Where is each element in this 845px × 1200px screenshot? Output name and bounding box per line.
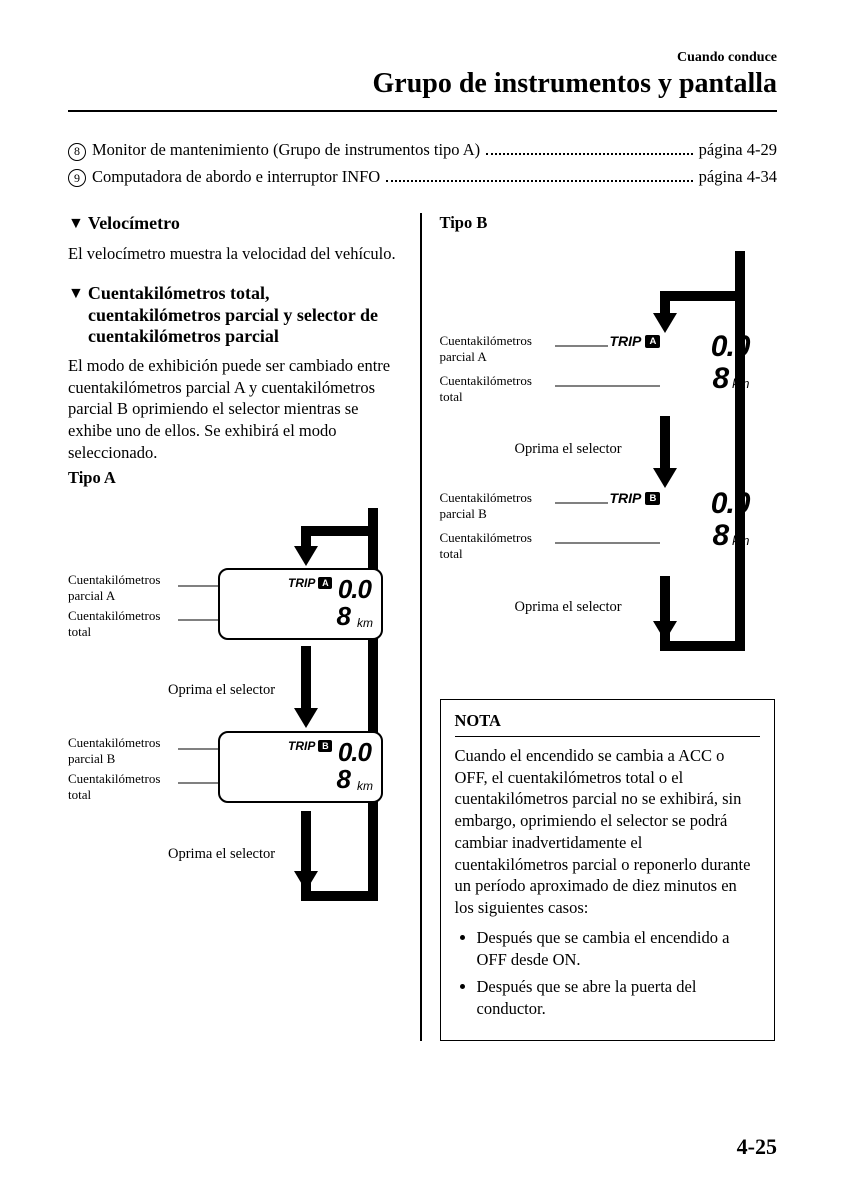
flat-display-a: TRIP A 0.0 8km bbox=[600, 333, 750, 396]
label-parcial-b: Cuentakilómetros parcial B bbox=[68, 735, 160, 768]
subheading-cuentakm: ▼ Cuentakilómetros total, bbox=[68, 283, 402, 305]
km-unit: km bbox=[357, 779, 373, 793]
badge-a-icon: A bbox=[645, 335, 660, 348]
leader-dots bbox=[486, 153, 692, 155]
trip-label: TRIP A bbox=[610, 333, 661, 349]
subheading-cuentakm-cont: cuentakilómetros parcial y selector de c… bbox=[68, 305, 402, 347]
label-parcial-a: Cuentakilómetros parcial A bbox=[440, 333, 532, 366]
nota-bullet: Después que se cambia el encendido a OFF… bbox=[477, 927, 760, 971]
trip-value: 0.0 bbox=[711, 333, 750, 362]
odometer-value: 8 bbox=[712, 519, 729, 552]
index-label: Monitor de mantenimiento (Grupo de instr… bbox=[92, 140, 480, 160]
index-page-ref: página 4-34 bbox=[699, 167, 777, 187]
label-total-b: Cuentakilómetros total bbox=[68, 771, 160, 804]
index-page-ref: página 4-29 bbox=[699, 140, 777, 160]
km-unit: km bbox=[732, 533, 749, 548]
label-parcial-a: Cuentakilómetros parcial A bbox=[68, 572, 160, 605]
odometer-row: 8km bbox=[600, 519, 750, 553]
index-label: Computadora de abordo e interruptor INFO bbox=[92, 167, 380, 187]
subheading-text: Velocímetro bbox=[88, 213, 180, 234]
subheading-text: Cuentakilómetros total, bbox=[88, 283, 270, 304]
circled-number-icon: 9 bbox=[68, 169, 86, 187]
subheading-text: cuentakilómetros parcial y selector de c… bbox=[88, 305, 402, 347]
label-total: Cuentakilómetros total bbox=[440, 530, 532, 563]
subheading-velocimetro: ▼ Velocímetro bbox=[68, 213, 402, 235]
badge-b-icon: B bbox=[645, 492, 660, 505]
circled-number-icon: 8 bbox=[68, 143, 86, 161]
nota-bullets: Después que se cambia el encendido a OFF… bbox=[477, 927, 760, 1020]
label-total-a: Cuentakilómetros total bbox=[68, 608, 160, 641]
header-rule bbox=[68, 110, 777, 112]
km-unit: km bbox=[732, 376, 749, 391]
press-selector-label: Oprima el selector bbox=[515, 599, 622, 616]
two-column-layout: ▼ Velocímetro El velocímetro muestra la … bbox=[68, 213, 777, 1041]
odometer-value: 8 bbox=[337, 764, 351, 795]
type-b-label: Tipo B bbox=[440, 213, 775, 233]
triangle-icon: ▼ bbox=[68, 283, 84, 305]
flat-display-b: TRIP B 0.0 8km bbox=[600, 490, 750, 553]
lcd-display-a: TRIP A 0.0 8 km bbox=[218, 568, 383, 640]
trip-label: TRIP B bbox=[288, 739, 332, 753]
diagram-type-a: TRIP A 0.0 8 km Cuentakilómetros parcial… bbox=[68, 496, 402, 966]
odometer-value: 8 bbox=[712, 362, 729, 395]
chapter-label: Cuando conduce bbox=[68, 50, 777, 66]
index-row: 8 Monitor de mantenimiento (Grupo de ins… bbox=[68, 140, 777, 161]
press-selector-label: Oprima el selector bbox=[515, 441, 622, 458]
nota-title: NOTA bbox=[455, 710, 760, 737]
badge-b-icon: B bbox=[318, 740, 332, 752]
type-a-label: Tipo A bbox=[68, 468, 402, 488]
label-total: Cuentakilómetros total bbox=[440, 373, 532, 406]
right-column: Tipo B bbox=[422, 213, 775, 1041]
left-column: ▼ Velocímetro El velocímetro muestra la … bbox=[68, 213, 420, 1041]
nota-body: Cuando el encendido se cambia a ACC o OF… bbox=[455, 745, 760, 919]
odometer-row: 8km bbox=[600, 362, 750, 396]
page-number: 4-25 bbox=[737, 1134, 777, 1160]
press-selector-label: Oprima el selector bbox=[168, 846, 275, 863]
trip-text: TRIP bbox=[288, 576, 315, 590]
page-title: Grupo de instrumentos y pantalla bbox=[68, 68, 777, 100]
lcd-display-b: TRIP B 0.0 8 km bbox=[218, 731, 383, 803]
trip-label: TRIP A bbox=[288, 576, 332, 590]
index-row: 9 Computadora de abordo e interruptor IN… bbox=[68, 167, 777, 188]
page-header: Cuando conduce Grupo de instrumentos y p… bbox=[68, 50, 777, 100]
index-list: 8 Monitor de mantenimiento (Grupo de ins… bbox=[68, 140, 777, 187]
nota-bullet: Después que se abre la puerta del conduc… bbox=[477, 976, 760, 1020]
km-unit: km bbox=[357, 616, 373, 630]
triangle-icon: ▼ bbox=[68, 213, 84, 235]
label-parcial-b: Cuentakilómetros parcial B bbox=[440, 490, 532, 523]
press-selector-label: Oprima el selector bbox=[168, 682, 275, 699]
odometer-value: 8 bbox=[337, 601, 351, 632]
trip-text: TRIP bbox=[288, 739, 315, 753]
body-paragraph: El velocímetro muestra la velocidad del … bbox=[68, 243, 402, 265]
diagram-type-b: TRIP A 0.0 8km Cuentakilómetros parcial … bbox=[440, 241, 775, 681]
body-paragraph: El modo de exhibición puede ser cambiado… bbox=[68, 355, 402, 464]
leader-dots bbox=[386, 180, 692, 182]
trip-label: TRIP B bbox=[610, 490, 661, 506]
badge-a-icon: A bbox=[318, 577, 332, 589]
nota-box: NOTA Cuando el encendido se cambia a ACC… bbox=[440, 699, 775, 1041]
trip-value: 0.0 bbox=[711, 490, 750, 519]
